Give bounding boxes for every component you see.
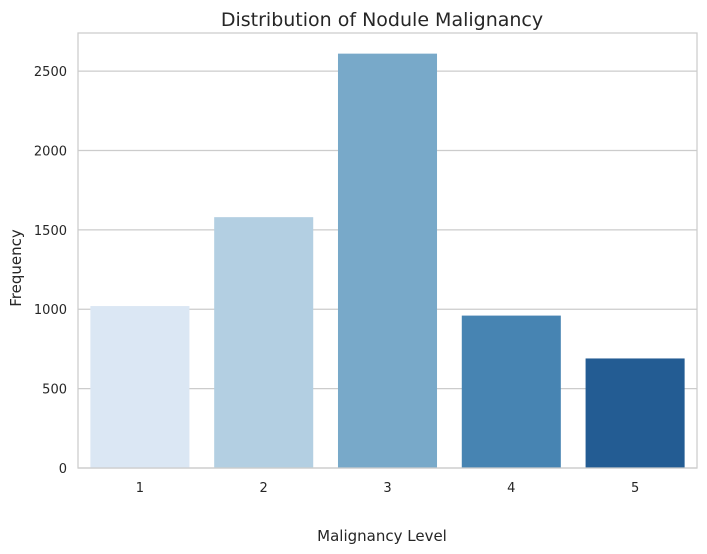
y-axis-label: Frequency — [7, 229, 25, 307]
y-tick-label: 2000 — [34, 144, 67, 159]
plot-frame — [77, 32, 698, 469]
chart-title: Distribution of Nodule Malignancy — [221, 9, 543, 31]
bar-level-3 — [337, 53, 438, 469]
y-tick-label: 1000 — [34, 303, 67, 318]
bars — [90, 53, 685, 469]
x-tick-label: 2 — [260, 481, 268, 496]
y-tick-label: 1500 — [34, 224, 67, 239]
bar-level-1 — [90, 306, 190, 468]
y-tick-label: 0 — [59, 462, 67, 477]
y-tick-labels: 0 500 1000 1500 2000 2500 — [34, 65, 67, 477]
x-tick-label: 5 — [631, 481, 639, 496]
bar-level-4 — [461, 315, 561, 468]
x-tick-labels: 1 2 3 4 5 — [136, 481, 639, 496]
y-tick-label: 2500 — [34, 65, 67, 80]
y-tick-label: 500 — [42, 383, 67, 398]
bar-level-5 — [585, 358, 685, 468]
x-tick-label: 1 — [136, 481, 144, 496]
x-tick-label: 4 — [507, 481, 515, 496]
bar-level-2 — [214, 217, 314, 468]
x-tick-label: 3 — [383, 481, 391, 496]
x-axis-label: Malignancy Level — [317, 527, 447, 545]
